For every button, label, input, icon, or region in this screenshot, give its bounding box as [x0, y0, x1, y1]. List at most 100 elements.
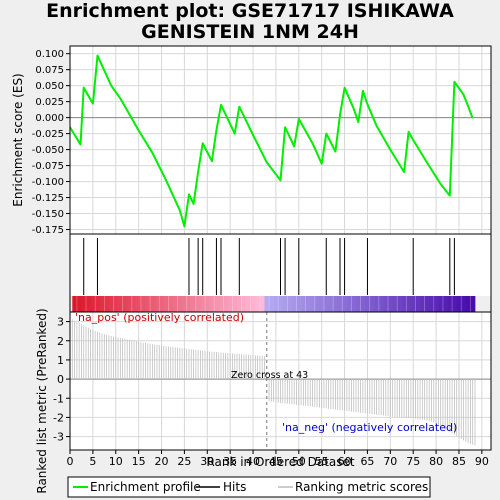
xtick-label-4: 20	[155, 455, 169, 468]
metric-ytick-label-5: -2	[53, 411, 64, 424]
chart-title-line-1: Enrichment plot: GSE71717 ISHIKAWA	[46, 0, 454, 22]
enrichment-profile-line	[69, 54, 474, 228]
colorbar-segment-20	[163, 296, 169, 312]
colorbar-segment-32	[218, 296, 224, 312]
colorbar-segment-37	[241, 296, 247, 312]
es-ytick-label-3: 0.025	[35, 97, 64, 108]
colorbar-segment-55	[323, 296, 329, 312]
colorbar-segment-28	[200, 296, 206, 312]
colorbar-segment-12	[127, 296, 133, 312]
colorbar-segment-58	[337, 296, 343, 312]
colorbar-segment-50	[301, 296, 307, 312]
es-ytick-label-10: -0.150	[32, 209, 64, 220]
metric-panel-border	[69, 311, 492, 451]
es-ytick-label-5: -0.025	[32, 129, 64, 140]
metric-ytick-label-6: -3	[53, 431, 64, 444]
xtick-label-8: 40	[246, 455, 260, 468]
colorbar-segment-34	[227, 296, 233, 312]
zero-cross-label: Zero cross at 43	[231, 370, 308, 381]
colorbar-segment-8	[108, 296, 114, 312]
es-axis-label: Enrichment score (ES)	[11, 73, 25, 206]
xtick-label-9: 45	[269, 455, 283, 468]
colorbar-segment-85	[461, 296, 467, 312]
colorbar-segment-71	[397, 296, 403, 312]
colorbar-segment-29	[204, 296, 210, 312]
colorbar-segment-77	[424, 296, 430, 312]
colorbar-segment-15	[140, 296, 146, 312]
colorbar-segment-47	[287, 296, 293, 312]
xtick-label-6: 30	[200, 455, 214, 468]
colorbar-segment-69	[388, 296, 394, 312]
colorbar-segment-63	[360, 296, 366, 312]
colorbar-segment-68	[383, 296, 389, 312]
colorbar-segment-67	[378, 296, 384, 312]
colorbar-segment-40	[255, 296, 261, 312]
colorbar-segment-86	[465, 296, 471, 312]
colorbar-segment-43	[269, 296, 275, 312]
colorbar-segment-60	[346, 296, 352, 312]
negative-correlation-label: 'na_neg' (negatively correlated)	[282, 421, 457, 434]
colorbar-segment-2	[81, 296, 87, 312]
colorbar-segment-27	[195, 296, 201, 312]
metric-ytick-label-3: 0	[57, 373, 64, 386]
colorbar-segment-18	[154, 296, 160, 312]
colorbar-segment-31	[214, 296, 220, 312]
colorbar-segment-74	[410, 296, 416, 312]
colorbar-segment-16	[145, 296, 151, 312]
colorbar-segment-54	[319, 296, 325, 312]
colorbar-segment-66	[374, 296, 380, 312]
colorbar-segment-64	[365, 296, 371, 312]
colorbar-segment-13	[131, 296, 137, 312]
colorbar-segment-30	[209, 296, 215, 312]
colorbar-segment-72	[401, 296, 407, 312]
colorbar-segment-19	[159, 296, 165, 312]
colorbar-segment-42	[264, 296, 270, 312]
xtick-label-15: 75	[406, 455, 420, 468]
colorbar-segment-78	[429, 296, 435, 312]
colorbar-segment-0	[72, 296, 78, 312]
positive-correlation-label: 'na_pos' (positively correlated)	[75, 311, 244, 324]
colorbar-segment-44	[273, 296, 279, 312]
colorbar-segment-82	[447, 296, 453, 312]
xtick-label-2: 10	[109, 455, 123, 468]
colorbar-segment-33	[223, 296, 229, 312]
xtick-label-10: 50	[292, 455, 306, 468]
colorbar-segment-61	[351, 296, 357, 312]
colorbar-segment-36	[237, 296, 243, 312]
colorbar-segment-81	[442, 296, 448, 312]
colorbar-segment-45	[278, 296, 284, 312]
colorbar-segment-83	[452, 296, 458, 312]
colorbar-segment-57	[333, 296, 339, 312]
es-ytick-label-0: 0.100	[35, 49, 64, 60]
xtick-label-3: 15	[132, 455, 146, 468]
colorbar-segment-70	[392, 296, 398, 312]
xtick-label-7: 35	[223, 455, 237, 468]
colorbar-segment-59	[342, 296, 348, 312]
colorbar-segment-17	[150, 296, 156, 312]
legend-label-1: Hits	[223, 480, 246, 494]
colorbar-segment-56	[328, 296, 334, 312]
es-ytick-label-8: -0.100	[32, 177, 64, 188]
xtick-label-11: 55	[315, 455, 329, 468]
colorbar-segment-3	[86, 296, 91, 312]
colorbar-segment-4	[90, 296, 96, 312]
colorbar-segment-48	[291, 296, 297, 312]
colorbar-segment-87	[470, 296, 476, 312]
colorbar-segment-75	[415, 296, 421, 312]
es-panel-background	[70, 46, 491, 234]
xtick-label-17: 85	[452, 455, 466, 468]
xtick-label-13: 65	[360, 455, 374, 468]
xtick-label-14: 70	[383, 455, 397, 468]
colorbar-segment-38	[246, 296, 252, 312]
colorbar-segment-41	[259, 296, 265, 312]
legend-label-2: Ranking metric scores	[295, 480, 428, 494]
legend-label-0: Enrichment profile	[90, 480, 201, 494]
es-ytick-label-4: 0.000	[35, 113, 64, 124]
metric-ytick-label-1: 2	[57, 335, 64, 348]
colorbar-segment-25	[186, 296, 192, 312]
xtick-label-1: 5	[89, 455, 96, 468]
colorbar-segment-65	[369, 296, 375, 312]
chart-title-line-2: GENISTEIN 1NM 24H	[141, 21, 359, 43]
es-ytick-label-11: -0.175	[32, 225, 64, 236]
